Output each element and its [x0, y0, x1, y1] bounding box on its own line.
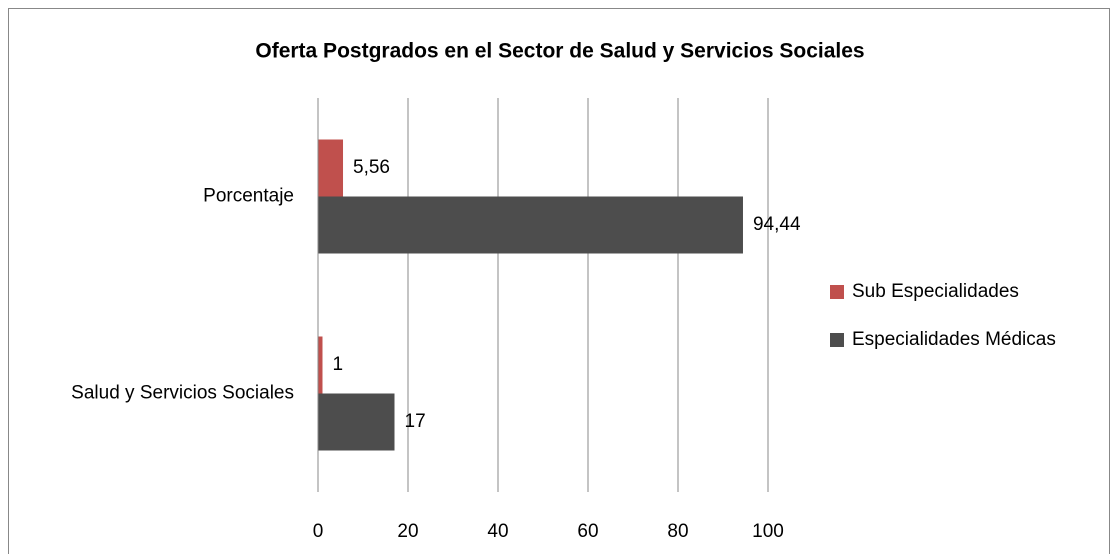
data-label: 17 [405, 411, 426, 432]
bar [318, 139, 344, 197]
legend-swatch [830, 285, 844, 299]
x-tick-label: 100 [752, 521, 784, 542]
legend-label: Sub Especialidades [852, 281, 1019, 302]
x-tick-label: 60 [577, 521, 598, 542]
y-tick-label: Porcentaje [203, 186, 294, 207]
chart-title: Oferta Postgrados en el Sector de Salud … [255, 40, 864, 63]
x-tick-label: 0 [313, 521, 324, 542]
bar [318, 336, 323, 394]
legend-label: Especialidades Médicas [852, 329, 1056, 350]
x-tick-label: 20 [397, 521, 418, 542]
x-tick-label: 80 [667, 521, 688, 542]
bar [318, 393, 395, 451]
legend-swatch [830, 333, 844, 347]
chart-border [8, 8, 1110, 554]
data-label: 1 [333, 354, 344, 375]
x-tick-label: 40 [487, 521, 508, 542]
data-label: 94,44 [753, 214, 801, 235]
data-label: 5,56 [353, 157, 390, 178]
bar [318, 196, 743, 254]
y-tick-label: Salud y Servicios Sociales [71, 383, 294, 404]
